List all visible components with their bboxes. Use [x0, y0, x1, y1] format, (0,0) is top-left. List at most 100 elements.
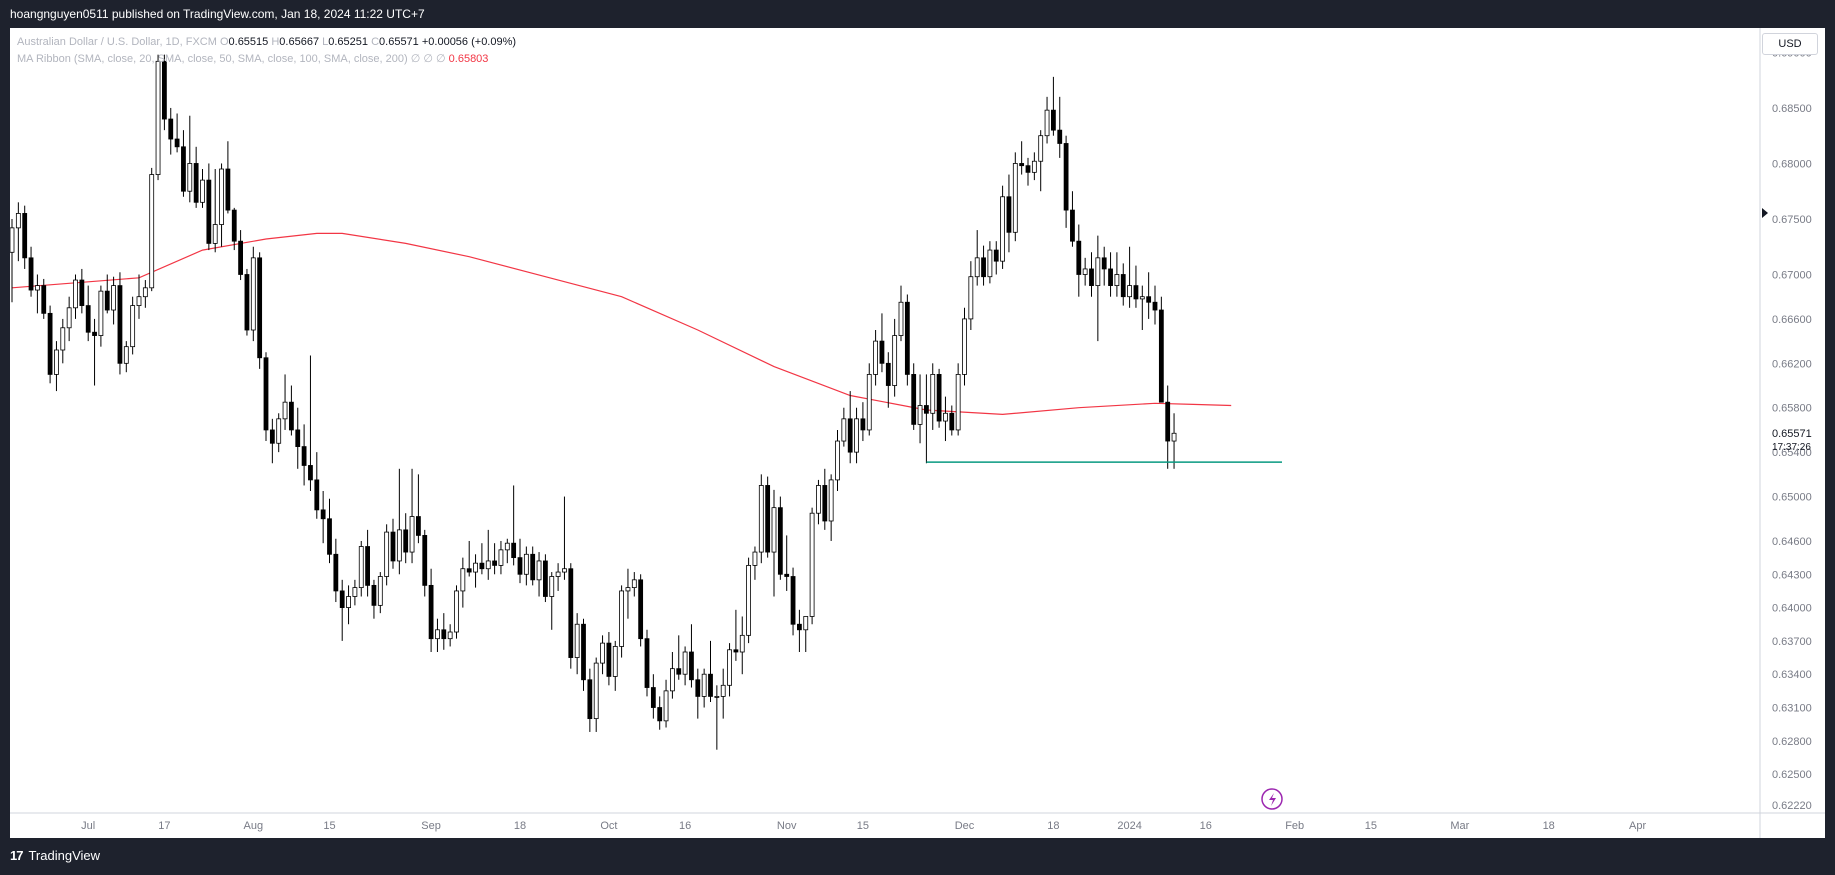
candle-body[interactable] [435, 629, 440, 640]
candle-body[interactable] [1133, 285, 1139, 300]
candle-body[interactable] [682, 651, 688, 675]
candle-body[interactable] [790, 576, 796, 625]
candle-body[interactable] [98, 290, 104, 336]
candle-body[interactable] [689, 651, 694, 681]
candle-body[interactable] [1101, 257, 1107, 270]
candle-body[interactable] [308, 465, 313, 481]
candle-body[interactable] [562, 568, 567, 573]
candle-body[interactable] [352, 587, 358, 597]
candle-body[interactable] [955, 374, 961, 431]
candle-body[interactable] [269, 429, 275, 444]
candle-body[interactable] [301, 446, 307, 466]
candle-body[interactable] [1095, 257, 1101, 286]
candle-body[interactable] [727, 649, 732, 686]
candle-body[interactable] [587, 679, 593, 720]
candle-body[interactable] [206, 179, 212, 244]
candle-body[interactable] [809, 512, 815, 617]
candle-body[interactable] [244, 274, 250, 331]
candle-body[interactable] [904, 301, 910, 375]
candle-body[interactable] [816, 485, 821, 514]
candle-body[interactable] [92, 331, 97, 336]
candle-body[interactable] [460, 568, 466, 592]
candle-body[interactable] [123, 346, 129, 364]
candle-body[interactable] [581, 623, 586, 681]
candle-body[interactable] [282, 401, 288, 420]
candle-body[interactable] [1019, 163, 1025, 167]
candle-body[interactable] [371, 584, 377, 606]
candle-body[interactable] [117, 285, 123, 364]
candle-body[interactable] [523, 553, 529, 575]
candle-body[interactable] [670, 668, 675, 692]
candle-body[interactable] [873, 340, 878, 375]
candle-body[interactable] [746, 564, 751, 636]
candle-body[interactable] [758, 485, 764, 553]
candle-body[interactable] [1012, 163, 1018, 233]
candle-body[interactable] [822, 485, 828, 522]
candle-body[interactable] [327, 518, 332, 555]
candle-body[interactable] [631, 579, 637, 589]
candle-body[interactable] [384, 531, 390, 577]
candle-body[interactable] [574, 623, 580, 658]
candle-body[interactable] [733, 649, 739, 653]
candle-body[interactable] [619, 590, 624, 647]
candle-body[interactable] [841, 418, 847, 442]
candle-body[interactable] [511, 542, 517, 559]
candle-body[interactable] [543, 560, 548, 597]
candle-body[interactable] [85, 305, 91, 333]
candle-body[interactable] [320, 509, 326, 520]
candle-body[interactable] [797, 623, 802, 631]
candle-body[interactable] [34, 285, 40, 291]
candle-body[interactable] [936, 374, 942, 422]
candle-body[interactable] [1025, 165, 1031, 173]
candle-body[interactable] [1038, 135, 1044, 162]
candle-body[interactable] [238, 240, 244, 275]
candle-body[interactable] [638, 579, 644, 640]
candle-body[interactable] [612, 646, 618, 677]
scroll-marker-icon[interactable] [1762, 208, 1768, 218]
candle-body[interactable] [777, 507, 783, 575]
candle-body[interactable] [346, 596, 351, 608]
candle-body[interactable] [396, 529, 402, 562]
currency-button[interactable]: USD [1762, 33, 1818, 55]
candle-body[interactable] [695, 679, 701, 697]
candle-body[interactable] [142, 287, 148, 298]
candle-body[interactable] [593, 662, 599, 720]
candle-body[interactable] [720, 684, 726, 697]
candle-body[interactable] [504, 542, 510, 551]
candle-body[interactable] [860, 418, 866, 431]
candle-body[interactable] [930, 374, 936, 414]
candle-body[interactable] [193, 163, 199, 203]
candle-body[interactable] [1044, 109, 1050, 137]
candle-body[interactable] [365, 546, 371, 586]
candle-body[interactable] [200, 179, 205, 203]
candle-body[interactable] [130, 305, 136, 348]
candle-body[interactable] [1082, 268, 1088, 275]
candle-body[interactable] [466, 568, 472, 573]
candle-body[interactable] [847, 418, 853, 453]
candle-body[interactable] [1165, 401, 1171, 442]
candle-body[interactable] [784, 573, 790, 577]
candle-body[interactable] [854, 418, 859, 453]
candle-body[interactable] [22, 213, 28, 259]
candle-body[interactable] [866, 374, 872, 431]
candle-body[interactable] [701, 673, 707, 697]
candle-body[interactable] [263, 357, 269, 431]
candle-body[interactable] [174, 138, 180, 148]
candle-body[interactable] [600, 642, 605, 664]
candle-body[interactable] [879, 340, 885, 364]
candle-body[interactable] [54, 349, 59, 375]
candle-body[interactable] [73, 279, 78, 309]
candle-body[interactable] [1000, 196, 1005, 262]
candle-body[interactable] [358, 546, 364, 589]
candle-body[interactable] [415, 516, 421, 536]
candle-body[interactable] [409, 516, 415, 553]
candle-body[interactable] [161, 60, 167, 120]
candle-body[interactable] [257, 257, 263, 359]
candle-body[interactable] [835, 440, 840, 481]
candle-body[interactable] [981, 257, 986, 278]
candle-body[interactable] [390, 531, 396, 562]
candle-body[interactable] [625, 587, 631, 592]
candle-body[interactable] [422, 535, 428, 586]
candle-body[interactable] [225, 168, 231, 211]
legend-symbol[interactable]: Australian Dollar / U.S. Dollar, 1D, FXC… [17, 36, 217, 48]
